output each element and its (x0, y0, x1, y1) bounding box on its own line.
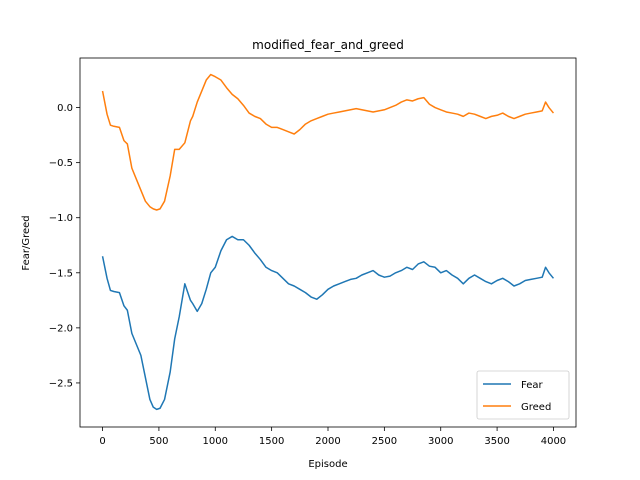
y-tick-label: −1.5 (49, 268, 73, 279)
legend: Fear Greed (476, 370, 570, 420)
x-tick-label: 2500 (372, 436, 397, 447)
x-tick-label: 3500 (484, 436, 509, 447)
plot-area (80, 58, 576, 427)
y-tick-label: −2.0 (49, 323, 73, 334)
legend-box (476, 370, 570, 420)
y-tick-label: −2.5 (49, 378, 73, 389)
y-tick-label: −0.5 (49, 158, 73, 169)
y-tick-label: −1.0 (49, 213, 73, 224)
x-tick-label: 1500 (259, 436, 284, 447)
tick-layer: 0 500 1000 1500 2000 2500 3000 3500 4000 −2.5 −2.0… (49, 103, 566, 447)
chart-title: modified_fear_and_greed (252, 38, 404, 52)
legend-label-fear: Fear (521, 380, 543, 391)
x-tick-label: 500 (149, 436, 168, 447)
series-line-greed (101, 73, 555, 211)
plot-frame (79, 57, 577, 428)
x-axis-label: Episode (308, 459, 347, 470)
x-tick-label: 2000 (315, 436, 340, 447)
legend-label-greed: Greed (521, 402, 551, 413)
series-line-fear (101, 235, 555, 411)
x-tick-label: 3000 (428, 436, 453, 447)
x-tick-label: 4000 (541, 436, 566, 447)
x-tick-label: 0 (99, 436, 105, 447)
y-tick-label: 0.0 (57, 103, 73, 114)
x-tick-label: 1000 (203, 436, 228, 447)
y-axis-label: Fear/Greed (21, 215, 32, 270)
series-layer (101, 73, 555, 411)
